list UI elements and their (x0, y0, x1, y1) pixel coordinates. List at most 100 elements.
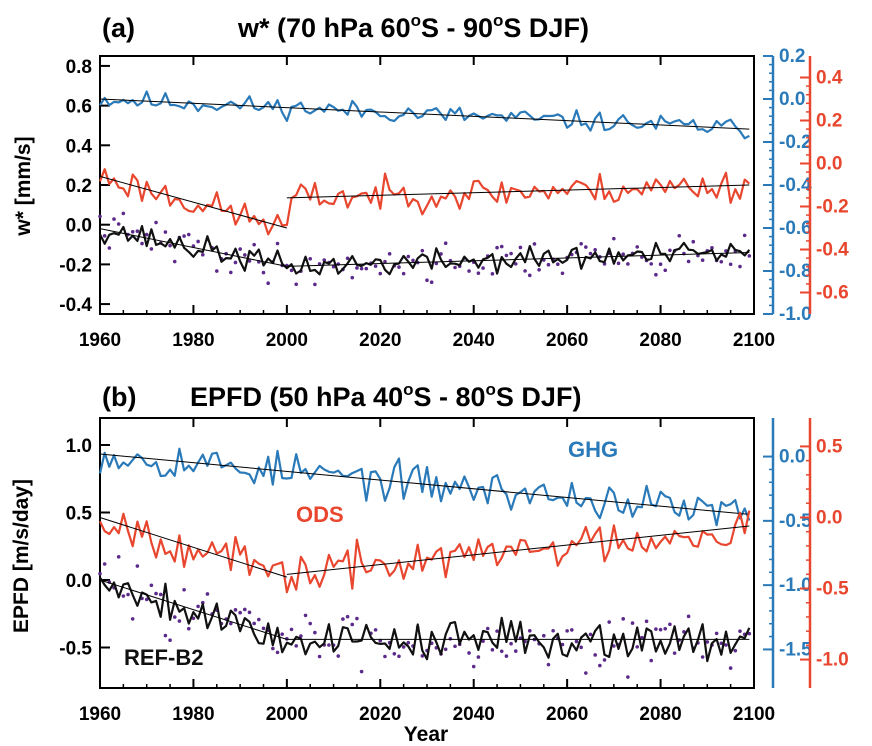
scatter-point (672, 651, 677, 655)
scatter-point (317, 262, 322, 266)
scatter-point (401, 271, 406, 276)
scatter-point (308, 621, 313, 626)
y-tick-label: -0.5 (59, 639, 92, 660)
scatter-point (719, 259, 724, 264)
scatter-point (546, 262, 551, 267)
right-tick-label: -0.5 (779, 511, 812, 532)
scatter-point (598, 663, 602, 668)
y-tick-label: 0.6 (66, 97, 92, 118)
scatter-point (112, 217, 116, 221)
scatter-point (98, 571, 102, 576)
scatter-point (130, 229, 135, 234)
scatter-point (196, 239, 200, 244)
scatter-point (229, 621, 233, 626)
scatter-point (658, 627, 663, 632)
scatter-point (443, 241, 448, 245)
scatter-point (177, 619, 182, 623)
scatter-point (294, 282, 299, 287)
scatter-point (668, 248, 672, 253)
scatter-point (588, 251, 593, 256)
right-tick-label: 0.2 (816, 111, 842, 132)
scatter-point (182, 587, 186, 592)
scatter-point (579, 242, 583, 246)
scatter-point (570, 628, 574, 632)
scatter-point (135, 229, 140, 234)
scatter-point (247, 259, 252, 263)
scatter-point (499, 244, 504, 249)
scatter-point (327, 643, 331, 647)
scatter-point (359, 669, 364, 674)
scatter-point (668, 622, 672, 627)
scatter-point (518, 245, 523, 250)
scatter-point (289, 627, 294, 632)
y-tick-label: 0.0 (66, 571, 92, 592)
scatter-point (565, 629, 569, 633)
scatter-point (616, 261, 621, 266)
scatter-point (350, 622, 355, 627)
y-tick-label: -0.2 (59, 255, 92, 276)
scatter-point (238, 610, 242, 615)
right-tick-label: -1.0 (816, 650, 849, 671)
scatter-point (313, 282, 317, 287)
panel-a-label: (a) (102, 13, 135, 43)
scatter-point (261, 270, 266, 275)
panel-b-title: EPFD (50 hPa 40oS - 80oS DJF) (190, 380, 581, 412)
right-tick-label: -0.6 (779, 218, 812, 239)
panel-a-title: w* (70 hPa 60oS - 90oS DJF) (237, 11, 589, 43)
y-tick-label: 0.8 (66, 57, 92, 78)
scatter-point (378, 271, 383, 276)
trend-line (99, 453, 750, 515)
scatter-point (654, 627, 658, 631)
scatter-point (546, 662, 551, 667)
scatter-point (630, 621, 635, 625)
series-line-ghg (99, 90, 750, 140)
scatter-point (303, 613, 308, 618)
y-tick-label: 0.0 (66, 216, 92, 237)
scatter-point (247, 610, 252, 615)
scatter-point (537, 267, 541, 272)
scatter-point (602, 658, 607, 662)
scatter-point (485, 626, 490, 631)
scatter-point (341, 617, 345, 621)
right-tick-label: 0.0 (779, 447, 805, 468)
scatter-point (476, 271, 481, 275)
scatter-point (238, 247, 242, 251)
scatter-point (275, 650, 280, 655)
x-tick-label: 2000 (266, 704, 308, 725)
x-tick-label: 1980 (172, 330, 214, 351)
scatter-point (481, 639, 485, 643)
scatter-point (397, 654, 401, 659)
scatter-point (714, 631, 719, 636)
scatter-point (102, 234, 107, 238)
scatter-point (728, 262, 733, 267)
scatter-point (691, 239, 696, 244)
scatter-point (551, 628, 555, 633)
scatter-point (710, 246, 714, 250)
scatter-point (102, 562, 107, 566)
scatter-point (574, 639, 579, 644)
scatter-point (107, 246, 112, 250)
scatter-point (140, 241, 144, 246)
scatter-point (383, 654, 387, 659)
scatter-point (658, 262, 663, 267)
scatter-point (172, 259, 177, 264)
scatter-point (513, 649, 518, 653)
scatter-point (425, 278, 429, 282)
right-tick-label: 0.2 (779, 46, 805, 67)
x-tick-label: 1980 (172, 704, 214, 725)
scatter-point (686, 259, 691, 264)
scatter-point (738, 629, 742, 633)
right-tick-label: -1.0 (779, 304, 812, 325)
right-tick-label: -0.4 (779, 175, 812, 196)
scatter-point (359, 266, 364, 271)
panel-b-ylabel: EPFD [m/s/day] (10, 479, 33, 633)
trend-line (286, 251, 750, 267)
scatter-point (411, 258, 415, 263)
scatter-point (509, 251, 513, 256)
scatter-point (663, 268, 668, 273)
x-tick-label: 2080 (639, 330, 681, 351)
x-tick-label: 2020 (359, 330, 401, 351)
y-tick-label: 0.4 (66, 136, 93, 157)
scatter-point (355, 616, 359, 621)
x-tick-label: 2100 (733, 704, 775, 725)
